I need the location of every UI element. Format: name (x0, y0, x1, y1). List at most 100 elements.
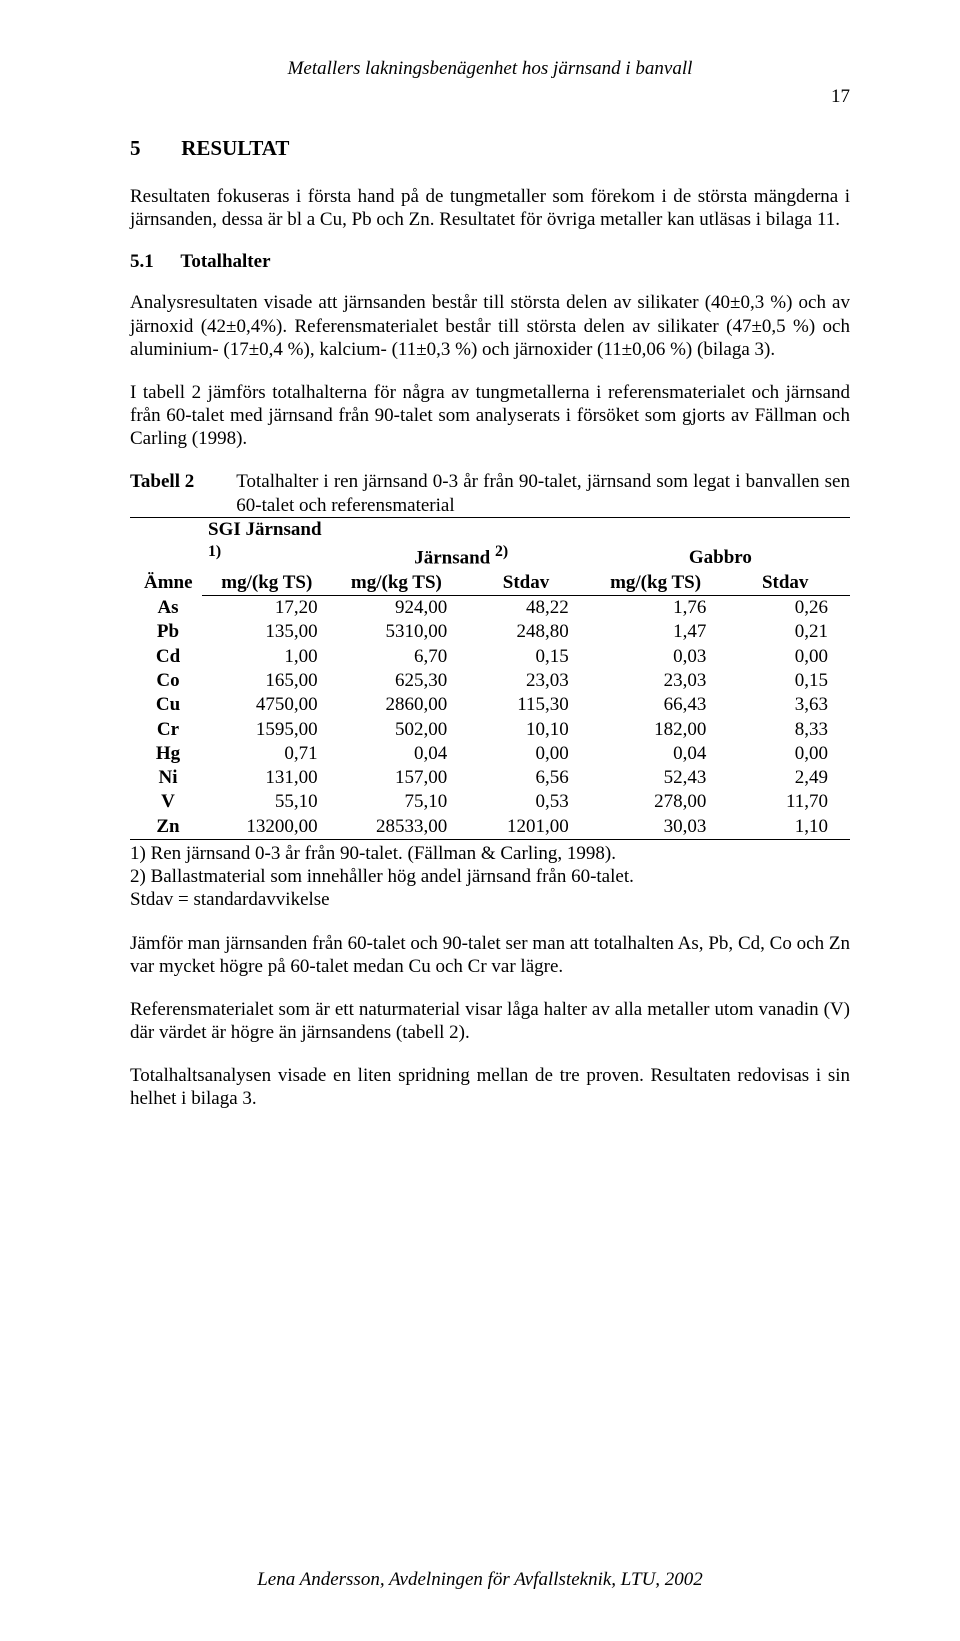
table-row: Cr1595,00502,0010,10182,008,33 (130, 718, 850, 742)
table-cell: 52,43 (591, 766, 721, 790)
running-head: Metallers lakningsbenägenhet hos järnsan… (130, 58, 850, 80)
table-cell: 1,76 (591, 595, 721, 620)
table-cell: 10,10 (461, 718, 591, 742)
heading-title: Totalhalter (180, 251, 270, 272)
col-unit: mg/(kg TS) (591, 571, 721, 596)
table-cell: 1201,00 (461, 815, 591, 840)
table-cell: 23,03 (461, 669, 591, 693)
table-cell: 0,15 (720, 669, 850, 693)
col-jarnsand-text: Järnsand (414, 547, 495, 568)
table-cell: 0,53 (461, 790, 591, 814)
table-cell: 66,43 (591, 693, 721, 717)
table-cell: 0,03 (591, 645, 721, 669)
table-note: Stdav = standardavvikelse (130, 888, 850, 911)
table-row: Zn13200,0028533,001201,0030,031,10 (130, 815, 850, 840)
table-cell: 278,00 (591, 790, 721, 814)
heading-resultat: 5 RESULTAT (130, 136, 850, 161)
table-cell: 182,00 (591, 718, 721, 742)
table-cell: Co (130, 669, 202, 693)
table-note: 1) Ren järnsand 0-3 år från 90-talet. (F… (130, 842, 850, 865)
heading-title: RESULTAT (181, 136, 289, 160)
table-cell: 8,33 (720, 718, 850, 742)
table-row: V55,1075,100,53278,0011,70 (130, 790, 850, 814)
table-cell: 0,21 (720, 620, 850, 644)
table-cell: 1,00 (202, 645, 332, 669)
table-cell: Cd (130, 645, 202, 669)
table-notes: 1) Ren järnsand 0-3 år från 90-talet. (F… (130, 842, 850, 912)
table-cell: 165,00 (202, 669, 332, 693)
table-cell: 17,20 (202, 595, 332, 620)
col-sgi-sup: 1) (208, 543, 221, 560)
table-cell: 0,00 (720, 645, 850, 669)
table-cell: Zn (130, 815, 202, 840)
col-sgi-text: SGI Järnsand (208, 519, 322, 540)
table-row: Pb135,005310,00248,801,470,21 (130, 620, 850, 644)
col-unit: mg/(kg TS) (202, 571, 332, 596)
table-cell: As (130, 595, 202, 620)
paragraph: Resultaten fokuseras i första hand på de… (130, 185, 850, 231)
table-note: 2) Ballastmaterial som innehåller hög an… (130, 865, 850, 888)
table-cell: 0,71 (202, 742, 332, 766)
table-cell: 13200,00 (202, 815, 332, 840)
table-cell: 0,00 (461, 742, 591, 766)
table-label: Tabell 2 (130, 470, 236, 516)
table-cell: Cr (130, 718, 202, 742)
table-cell: 1,10 (720, 815, 850, 840)
table-row: As17,20924,0048,221,760,26 (130, 595, 850, 620)
table-cell: 4750,00 (202, 693, 332, 717)
table-body: As17,20924,0048,221,760,26Pb135,005310,0… (130, 595, 850, 839)
col-amne: Ämne (130, 517, 202, 595)
table-cell: Hg (130, 742, 202, 766)
table-cell: 248,80 (461, 620, 591, 644)
table-cell: Ni (130, 766, 202, 790)
table-cell: 0,04 (332, 742, 462, 766)
table-cell: 0,26 (720, 595, 850, 620)
col-sgi: SGI Järnsand 1) (202, 517, 332, 570)
col-jarnsand-sup: 2) (495, 543, 508, 560)
table-cell: 6,56 (461, 766, 591, 790)
paragraph: Referensmaterialet som är ett naturmater… (130, 998, 850, 1044)
page: Metallers lakningsbenägenhet hos järnsan… (0, 0, 960, 1641)
table-cell: 5310,00 (332, 620, 462, 644)
table-cell: 1595,00 (202, 718, 332, 742)
col-gabbro: Gabbro (591, 517, 850, 570)
page-number: 17 (130, 86, 850, 108)
table-row: Hg0,710,040,000,040,00 (130, 742, 850, 766)
paragraph: I tabell 2 jämförs totalhalterna för någ… (130, 381, 850, 451)
paragraph: Jämför man järnsanden från 60-talet och … (130, 932, 850, 978)
table-cell: 2,49 (720, 766, 850, 790)
heading-number: 5.1 (130, 251, 176, 273)
table-row: Cu4750,002860,00115,3066,433,63 (130, 693, 850, 717)
table-caption-text: Totalhalter i ren järnsand 0-3 år från 9… (236, 470, 850, 516)
table-cell: 11,70 (720, 790, 850, 814)
table-cell: 3,63 (720, 693, 850, 717)
table-row: Ni131,00157,006,5652,432,49 (130, 766, 850, 790)
table-cell: 115,30 (461, 693, 591, 717)
table-cell: 23,03 (591, 669, 721, 693)
table-cell: 30,03 (591, 815, 721, 840)
table-row: Co165,00625,3023,0323,030,15 (130, 669, 850, 693)
table-cell: 0,15 (461, 645, 591, 669)
table-cell: 75,10 (332, 790, 462, 814)
table-cell: 135,00 (202, 620, 332, 644)
table-totalhalter: Ämne SGI Järnsand 1) Järnsand 2) Gabbro … (130, 517, 850, 840)
table-cell: 0,00 (720, 742, 850, 766)
running-footer: Lena Andersson, Avdelningen för Avfallst… (0, 1569, 960, 1591)
heading-number: 5 (130, 136, 176, 161)
table-row: Cd1,006,700,150,030,00 (130, 645, 850, 669)
table-cell: 157,00 (332, 766, 462, 790)
table-cell: 55,10 (202, 790, 332, 814)
paragraph: Analysresultaten visade att järnsanden b… (130, 291, 850, 361)
table-cell: V (130, 790, 202, 814)
table-cell: 924,00 (332, 595, 462, 620)
col-jarnsand: Järnsand 2) (332, 517, 591, 570)
table-cell: 28533,00 (332, 815, 462, 840)
col-stdav: Stdav (461, 571, 591, 596)
table-cell: 48,22 (461, 595, 591, 620)
col-unit: mg/(kg TS) (332, 571, 462, 596)
table-cell: 0,04 (591, 742, 721, 766)
table-cell: Pb (130, 620, 202, 644)
heading-totalhalter: 5.1 Totalhalter (130, 251, 850, 273)
paragraph: Totalhaltsanalysen visade en liten sprid… (130, 1064, 850, 1110)
table-caption: Tabell 2 Totalhalter i ren järnsand 0-3 … (130, 470, 850, 516)
